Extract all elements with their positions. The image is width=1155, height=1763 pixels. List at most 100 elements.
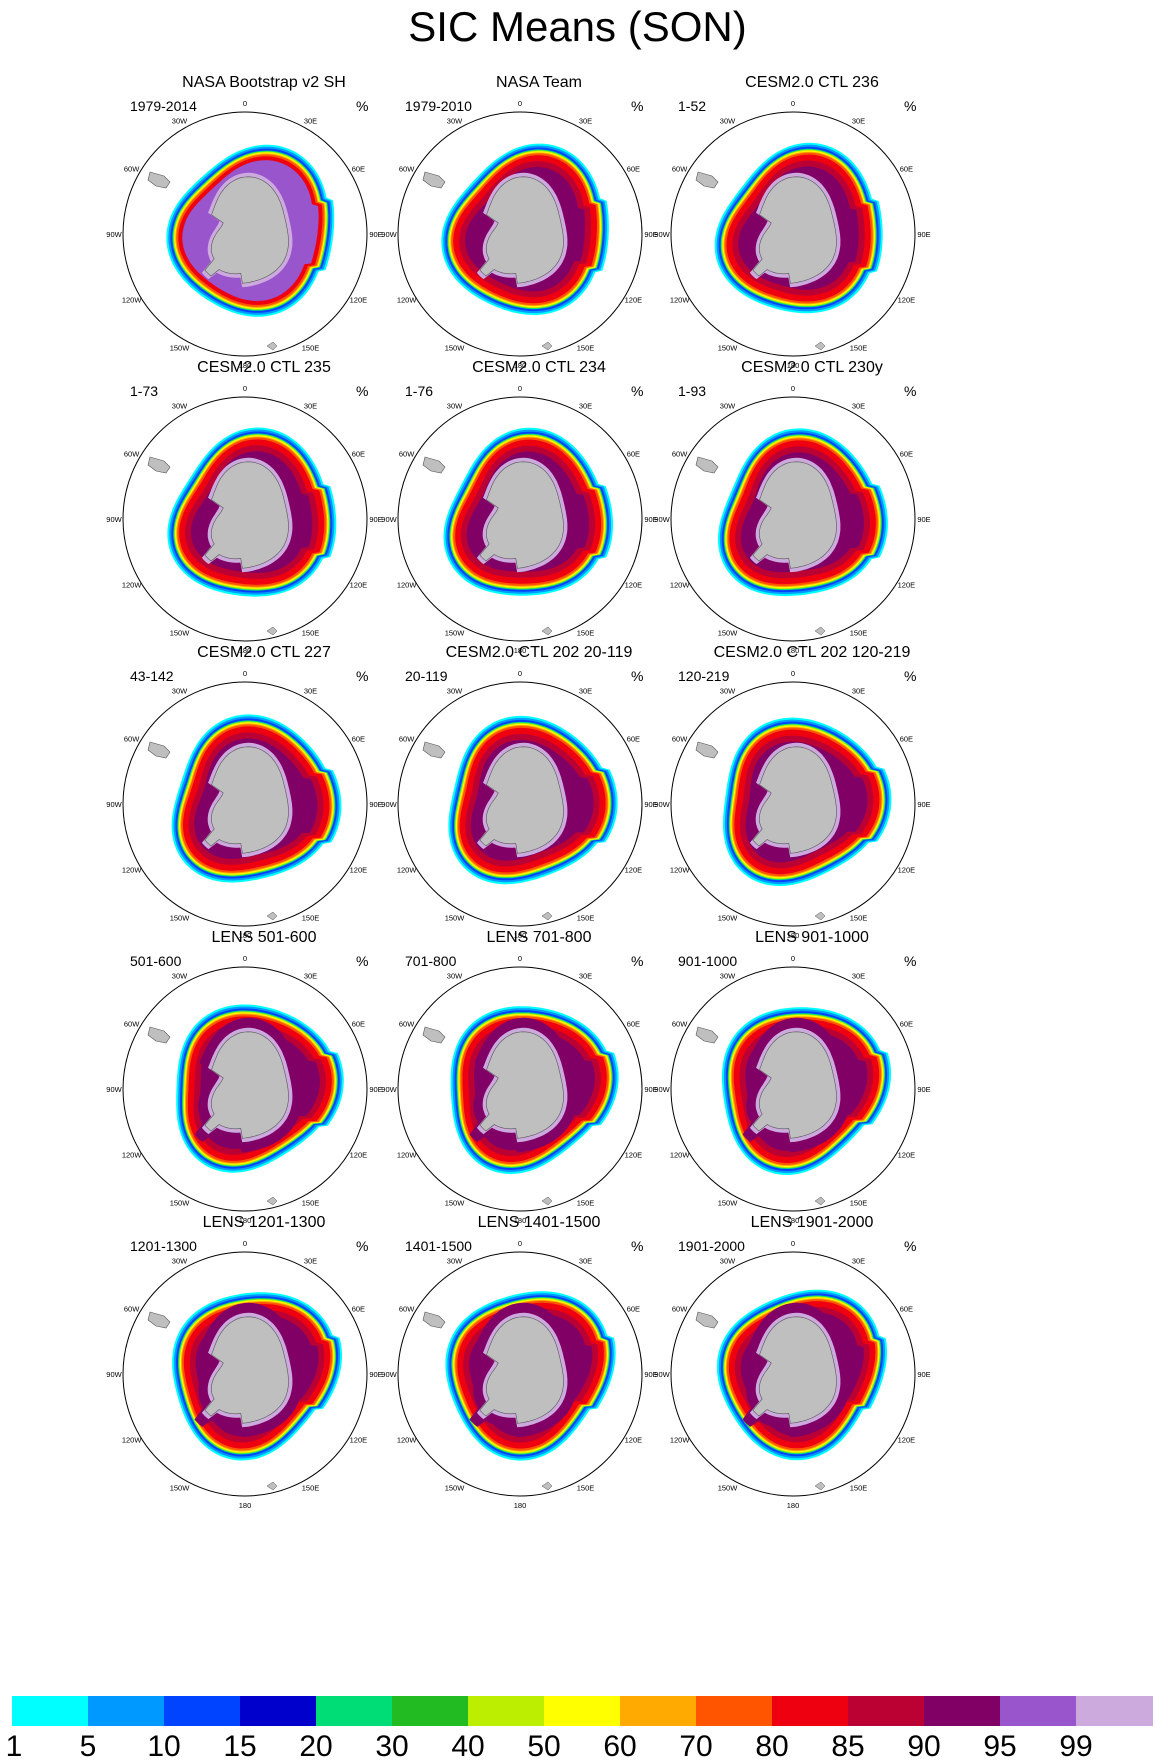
longitude-label: 60W — [399, 735, 415, 744]
panel-units: % — [631, 953, 644, 969]
island-landmass — [266, 911, 278, 921]
map-panel: LENS 1201-1300 1201-1300% 0 30E 60E 90E 120E 15… — [106, 1212, 499, 1532]
longitude-label: 90W — [106, 800, 122, 809]
longitude-label: 120W — [397, 1151, 418, 1160]
longitude-label: 60E — [352, 450, 365, 459]
longitude-label: 0 — [243, 669, 247, 678]
panel-period: 1-52 — [678, 98, 707, 114]
longitude-label: 120E — [625, 1436, 643, 1445]
longitude-label: 90W — [654, 515, 670, 524]
longitude-label: 60E — [900, 450, 913, 459]
south-america-landmass — [422, 456, 446, 474]
longitude-label: 60W — [399, 450, 415, 459]
panel-units: % — [904, 953, 917, 969]
longitude-label: 180 — [239, 1501, 252, 1510]
longitude-label: 150E — [302, 343, 320, 352]
longitude-label: 180 — [787, 361, 800, 370]
longitude-label: 30E — [852, 117, 865, 126]
longitude-label: 150E — [850, 913, 868, 922]
longitude-label: 30W — [720, 117, 736, 126]
longitude-label: 0 — [243, 384, 247, 393]
longitude-label: 120W — [670, 296, 691, 305]
longitude-label: 150W — [170, 343, 191, 352]
longitude-label: 150E — [577, 628, 595, 637]
longitude-label: 90W — [381, 1085, 397, 1094]
longitude-label: 30W — [720, 972, 736, 981]
longitude-label: 90E — [644, 1085, 657, 1094]
colorbar-swatch — [316, 1696, 393, 1726]
longitude-label: 150W — [170, 628, 191, 637]
longitude-label: 180 — [239, 646, 252, 655]
longitude-label: 120W — [122, 1436, 143, 1445]
island-landmass — [814, 911, 826, 921]
south-america-landmass — [147, 741, 171, 759]
longitude-label: 120E — [350, 296, 368, 305]
longitude-label: 90E — [917, 230, 930, 239]
longitude-label: 30W — [447, 972, 463, 981]
panel-period: 1-93 — [678, 383, 707, 399]
longitude-label: 150W — [445, 1483, 466, 1492]
polar-map: 0 30E 60E 90E 120E 150E 180 150W 120W 90W 60W 30W — [654, 954, 930, 1225]
longitude-label: 0 — [243, 954, 247, 963]
longitude-label: 30E — [304, 1257, 317, 1266]
map-panel: NASA Team 1979-2010% 0 30E 60E 90E 120E 150E 180… — [381, 72, 774, 392]
longitude-label: 60E — [900, 165, 913, 174]
map-panel: LENS 901-1000 901-1000% 0 30E 60E 90E 120E 150E… — [654, 927, 1047, 1247]
longitude-label: 60E — [352, 1020, 365, 1029]
panel-period: 1-73 — [130, 383, 159, 399]
panel-title: NASA Team — [496, 74, 582, 91]
colorbar-swatch — [544, 1696, 621, 1726]
longitude-label: 120E — [625, 1151, 643, 1160]
island-landmass — [541, 911, 553, 921]
longitude-label: 150E — [577, 1483, 595, 1492]
panel-title: LENS 701-800 — [486, 929, 592, 946]
longitude-label: 60W — [399, 1305, 415, 1314]
longitude-label: 0 — [791, 954, 795, 963]
longitude-label: 30W — [720, 402, 736, 411]
longitude-label: 90W — [381, 515, 397, 524]
island-landmass — [541, 1196, 553, 1206]
longitude-label: 30W — [172, 687, 188, 696]
longitude-label: 30W — [447, 1257, 463, 1266]
antarctica-landmass — [479, 1316, 564, 1424]
map-panel: LENS 501-600 501-600% 0 30E 60E 90E 120E 150E 18… — [106, 927, 499, 1247]
south-america-landmass — [695, 1311, 719, 1329]
colorbar-swatch — [88, 1696, 165, 1726]
south-america-landmass — [147, 1026, 171, 1044]
longitude-label: 150E — [850, 1483, 868, 1492]
longitude-label: 180 — [239, 361, 252, 370]
longitude-label: 150W — [718, 913, 739, 922]
longitude-label: 120W — [122, 581, 143, 590]
south-america-landmass — [695, 456, 719, 474]
longitude-label: 120W — [670, 866, 691, 875]
longitude-label: 90W — [106, 515, 122, 524]
colorbar-tick-label: 95 — [983, 1730, 1017, 1763]
colorbar-swatch — [1076, 1696, 1153, 1726]
longitude-label: 30E — [852, 687, 865, 696]
south-america-landmass — [147, 456, 171, 474]
panel-units: % — [356, 1238, 369, 1254]
polar-map: 0 30E 60E 90E 120E 150E 180 150W 120W 90W 60W 30W — [381, 954, 657, 1225]
longitude-label: 150E — [850, 628, 868, 637]
longitude-label: 60E — [900, 735, 913, 744]
longitude-label: 150E — [850, 343, 868, 352]
longitude-label: 90W — [654, 230, 670, 239]
panel-title: LENS 1401-1500 — [477, 1214, 601, 1231]
longitude-label: 60E — [627, 735, 640, 744]
longitude-label: 60E — [900, 1305, 913, 1314]
panel-title: CESM2.0 CTL 235 — [197, 359, 331, 376]
polar-map: 0 30E 60E 90E 120E 150E 180 150W 120W 90W 60W 30W — [381, 99, 657, 370]
panel-period: 1979-2014 — [130, 98, 197, 114]
longitude-label: 0 — [791, 99, 795, 108]
longitude-label: 0 — [518, 99, 522, 108]
longitude-label: 30E — [852, 1257, 865, 1266]
longitude-label: 30E — [304, 402, 317, 411]
longitude-label: 180 — [787, 646, 800, 655]
longitude-label: 90E — [644, 800, 657, 809]
panel-units: % — [356, 383, 369, 399]
panel-period: 1-76 — [405, 383, 434, 399]
longitude-label: 30E — [579, 1257, 592, 1266]
longitude-label: 30W — [172, 117, 188, 126]
colorbar-tick-label: 15 — [223, 1730, 257, 1763]
